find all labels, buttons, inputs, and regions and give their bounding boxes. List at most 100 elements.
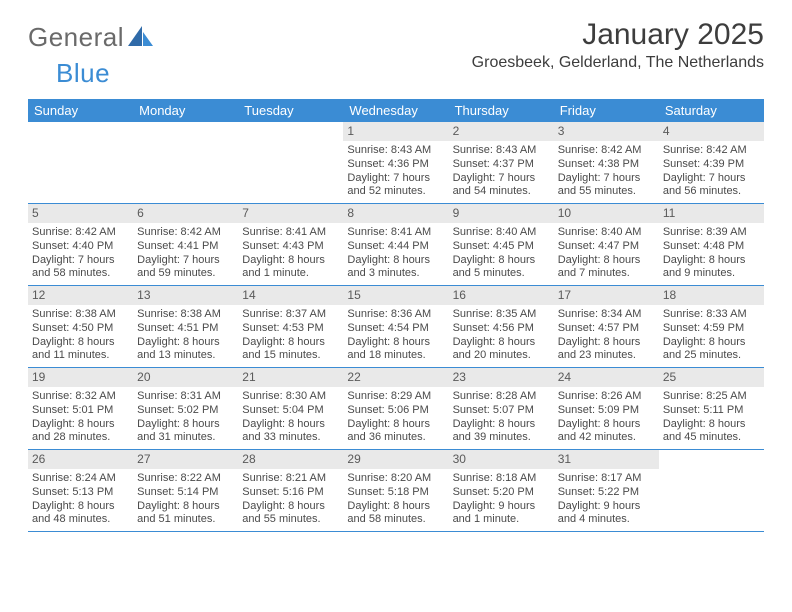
day-number: 12 [28,286,133,305]
day-number: 5 [28,204,133,223]
sunrise-text: Sunrise: 8:40 AM [558,226,655,240]
daylight-text-2: and 1 minute. [453,513,550,527]
dow-saturday: Saturday [659,99,764,122]
day-cell-7: 7Sunrise: 8:41 AMSunset: 4:43 PMDaylight… [238,204,343,285]
daylight-text-1: Daylight: 8 hours [663,254,760,268]
day-cell-25: 25Sunrise: 8:25 AMSunset: 5:11 PMDayligh… [659,368,764,449]
day-cell-4: 4Sunrise: 8:42 AMSunset: 4:39 PMDaylight… [659,122,764,203]
daylight-text-2: and 28 minutes. [32,431,129,445]
dow-tuesday: Tuesday [238,99,343,122]
daylight-text-1: Daylight: 8 hours [242,418,339,432]
day-number: 7 [238,204,343,223]
day-number: 23 [449,368,554,387]
sunset-text: Sunset: 4:47 PM [558,240,655,254]
day-of-week-header: SundayMondayTuesdayWednesdayThursdayFrid… [28,99,764,122]
daylight-text-2: and 33 minutes. [242,431,339,445]
day-number: 25 [659,368,764,387]
day-number: 6 [133,204,238,223]
daylight-text-2: and 31 minutes. [137,431,234,445]
daylight-text-2: and 52 minutes. [347,185,444,199]
title-block: January 2025 Groesbeek, Gelderland, The … [472,18,764,72]
daylight-text-1: Daylight: 7 hours [453,172,550,186]
daylight-text-2: and 54 minutes. [453,185,550,199]
sunrise-text: Sunrise: 8:17 AM [558,472,655,486]
sunrise-text: Sunrise: 8:43 AM [453,144,550,158]
sunset-text: Sunset: 5:14 PM [137,486,234,500]
sunrise-text: Sunrise: 8:39 AM [663,226,760,240]
sunrise-text: Sunrise: 8:24 AM [32,472,129,486]
sunrise-text: Sunrise: 8:42 AM [663,144,760,158]
daylight-text-1: Daylight: 8 hours [32,336,129,350]
daylight-text-2: and 55 minutes. [242,513,339,527]
sunrise-text: Sunrise: 8:35 AM [453,308,550,322]
day-cell-18: 18 Sunrise: 8:33 AMSunset: 4:59 PMDayligh… [659,286,764,367]
sunset-text: Sunset: 4:48 PM [663,240,760,254]
day-cell-24: 24Sunrise: 8:26 AMSunset: 5:09 PMDayligh… [554,368,659,449]
day-number: 27 [133,450,238,469]
sunrise-text: Sunrise: 8:34 AM [558,308,655,322]
sunset-text: Sunset: 5:01 PM [32,404,129,418]
daylight-text-1: Daylight: 8 hours [453,336,550,350]
day-number: 2 [449,122,554,141]
day-cell-27: 27Sunrise: 8:22 AMSunset: 5:14 PMDayligh… [133,450,238,531]
sunset-text: Sunset: 4:38 PM [558,158,655,172]
day-number: 26 [28,450,133,469]
sunset-text: Sunset: 4:41 PM [137,240,234,254]
sunrise-text: Sunrise: 8:33 AM [663,308,760,322]
daylight-text-2: and 42 minutes. [558,431,655,445]
week-row: 26 Sunrise: 8:24 AMSunset: 5:13 PM Dayligh… [28,450,764,532]
day-number: 3 [554,122,659,141]
day-cell-6: 6Sunrise: 8:42 AMSunset: 4:41 PMDaylight… [133,204,238,285]
day-number: 13 [133,286,238,305]
day-cell-10: 10Sunrise: 8:40 AMSunset: 4:47 PMDayligh… [554,204,659,285]
sunset-text: Sunset: 4:54 PM [347,322,444,336]
sunset-text: Sunset: 5:22 PM [558,486,655,500]
day-cell-15: 15Sunrise: 8:36 AMSunset: 4:54 PMDayligh… [343,286,448,367]
day-cell-23: 23Sunrise: 8:28 AMSunset: 5:07 PMDayligh… [449,368,554,449]
sunset-text: Sunset: 5:04 PM [242,404,339,418]
day-cell-19: 19Sunrise: 8:32 AMSunset: 5:01 PMDayligh… [28,368,133,449]
day-number: 15 [343,286,448,305]
location-subtitle: Groesbeek, Gelderland, The Netherlands [472,54,764,72]
week-row: 19Sunrise: 8:32 AMSunset: 5:01 PMDayligh… [28,368,764,450]
sunrise-text: Sunrise: 8:40 AM [453,226,550,240]
day-cell-12: 12Sunrise: 8:38 AMSunset: 4:50 PMDayligh… [28,286,133,367]
sunset-text: Sunset: 4:59 PM [663,322,760,336]
day-cell-20: 20Sunrise: 8:31 AMSunset: 5:02 PMDayligh… [133,368,238,449]
sunset-text: Sunset: 4:37 PM [453,158,550,172]
daylight-text-1: Daylight: 8 hours [663,418,760,432]
daylight-text-2: and 36 minutes. [347,431,444,445]
daylight-text-2: and 56 minutes. [663,185,760,199]
daylight-text-2: and 51 minutes. [137,513,234,527]
daylight-text-2: and 11 minutes. [32,349,129,363]
day-cell-empty: . [238,122,343,203]
daylight-text-1: Daylight: 8 hours [242,500,339,514]
daylight-text-2: and 3 minutes. [347,267,444,281]
day-number: 20 [133,368,238,387]
daylight-text-1: Daylight: 8 hours [453,254,550,268]
daylight-text-2: and 23 minutes. [558,349,655,363]
sunset-text: Sunset: 4:53 PM [242,322,339,336]
sunset-text: Sunset: 5:16 PM [242,486,339,500]
daylight-text-2: and 39 minutes. [453,431,550,445]
day-cell-9: 9Sunrise: 8:40 AMSunset: 4:45 PMDaylight… [449,204,554,285]
brand-part2: Blue [28,58,110,89]
daylight-text-1: Daylight: 8 hours [137,418,234,432]
daylight-text-2: and 9 minutes. [663,267,760,281]
sunset-text: Sunset: 4:45 PM [453,240,550,254]
sunset-text: Sunset: 5:13 PM [32,486,129,500]
sunset-text: Sunset: 4:50 PM [32,322,129,336]
day-cell-29: 29Sunrise: 8:20 AMSunset: 5:18 PMDayligh… [343,450,448,531]
day-number: 18 [659,286,764,305]
sunset-text: Sunset: 4:51 PM [137,322,234,336]
sunset-text: Sunset: 4:56 PM [453,322,550,336]
sunrise-text: Sunrise: 8:31 AM [137,390,234,404]
daylight-text-1: Daylight: 7 hours [347,172,444,186]
sunrise-text: Sunrise: 8:18 AM [453,472,550,486]
daylight-text-1: Daylight: 8 hours [242,336,339,350]
daylight-text-1: Daylight: 8 hours [663,336,760,350]
sunset-text: Sunset: 5:06 PM [347,404,444,418]
day-number: 1 [343,122,448,141]
sunset-text: Sunset: 4:43 PM [242,240,339,254]
sunrise-text: Sunrise: 8:32 AM [32,390,129,404]
